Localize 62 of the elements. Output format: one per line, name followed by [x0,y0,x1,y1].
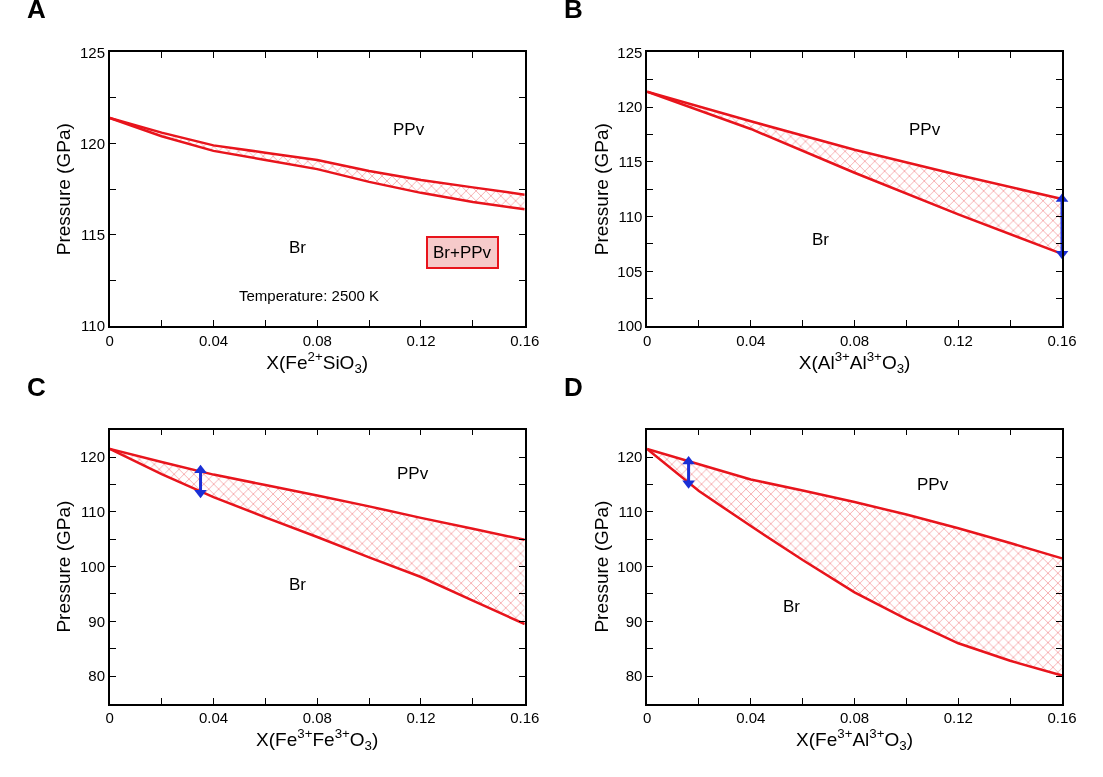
x-tick-label: 0 [105,709,114,727]
x-tick-label: 0 [105,331,114,349]
y-tick-label: 110 [81,317,106,335]
y-tick-label: 115 [618,153,643,171]
y-tick-label: 120 [617,98,643,116]
x-tick-label: 0.12 [406,331,436,349]
annotation: Br+PPv [433,243,492,262]
chart-title: C [27,372,46,402]
y-tick-label: 90 [88,612,106,630]
y-tick-label: 125 [617,43,643,61]
x-axis-title: X(Fe$^{2+}$SiO$_{3}$) [266,348,369,376]
x-tick-label: 0.04 [198,709,229,727]
x-tick-label: 0.08 [302,331,332,349]
chart-title: D [564,372,583,402]
x-tick-label: 0.16 [1047,331,1077,349]
y-tick-label: 110 [81,503,106,521]
x-tick-label: 0.16 [1047,709,1077,727]
x-tick-label: 0.04 [736,709,766,727]
y-tick-label: 90 [625,612,643,630]
x-axis-title: X(Fe$^{3+}$Fe$^{3+}$O$_{3}$) [256,726,379,754]
y-tick-label: 100 [617,317,643,335]
x-tick-label: 0.08 [839,331,870,349]
x-tick-label: 0 [642,709,652,727]
y-tick-label: 105 [617,262,643,280]
y-tick-label: 100 [617,557,643,575]
y-tick-label: 115 [81,226,106,244]
y-tick-label: 120 [617,448,643,466]
y-tick-label: 125 [79,43,106,61]
annotation: PPv [393,120,425,139]
x-tick-label: 0 [642,331,652,349]
y-tick-label: 120 [79,448,106,466]
annotation: Br [289,575,307,594]
y-axis-title: Pressure (GPa) [590,500,612,633]
y-tick-label: 120 [79,134,106,152]
y-tick-label: 110 [618,503,643,521]
x-tick-label: 0.04 [198,331,229,349]
y-axis-title: Pressure (GPa) [590,123,612,256]
x-tick-label: 0.08 [302,709,332,727]
x-tick-label: 0.08 [839,709,870,727]
x-tick-label: 0.04 [736,331,766,349]
y-tick-label: 100 [79,557,106,575]
chart-title: A [27,0,46,24]
y-tick-label: 110 [618,207,643,225]
x-tick-label: 0.12 [943,709,973,727]
x-axis-title: X(Al$^{3+}$Al$^{3+}$O$_{3}$) [798,348,911,376]
annotation: Br [289,238,307,257]
y-tick-label: 80 [88,667,106,685]
annotation: PPv [909,120,941,139]
x-axis-title: X(Fe$^{3+}$Al$^{3+}$O$_{3}$) [796,726,914,754]
y-axis-title: Pressure (GPa) [53,123,75,256]
annotation: Temperature: 2500 K [239,287,380,304]
annotation: Br [812,230,830,249]
annotation: Br [783,597,801,616]
x-tick-label: 0.12 [406,709,436,727]
chart-title: B [564,0,583,24]
x-tick-label: 0.16 [510,331,540,349]
y-tick-label: 80 [625,667,643,685]
x-tick-label: 0.16 [510,709,540,727]
x-tick-label: 0.12 [943,331,973,349]
annotation: PPv [397,464,429,483]
annotation: PPv [917,475,949,494]
y-axis-title: Pressure (GPa) [53,500,75,633]
